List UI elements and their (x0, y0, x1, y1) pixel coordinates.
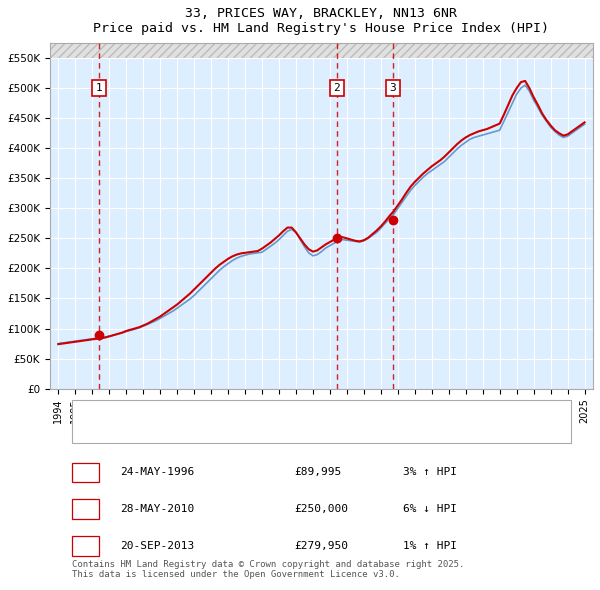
Text: 1: 1 (82, 467, 88, 477)
Text: 33, PRICES WAY, BRACKLEY, NN13 6NR (detached house): 33, PRICES WAY, BRACKLEY, NN13 6NR (deta… (137, 407, 455, 417)
FancyBboxPatch shape (71, 401, 571, 443)
Text: £279,950: £279,950 (294, 541, 348, 551)
Text: 28-MAY-2010: 28-MAY-2010 (121, 504, 194, 514)
Text: 20-SEP-2013: 20-SEP-2013 (121, 541, 194, 551)
Text: 6% ↓ HPI: 6% ↓ HPI (403, 504, 457, 514)
Text: 2: 2 (82, 504, 88, 514)
Text: Contains HM Land Registry data © Crown copyright and database right 2025.
This d: Contains HM Land Registry data © Crown c… (71, 560, 464, 579)
Text: 3% ↑ HPI: 3% ↑ HPI (403, 467, 457, 477)
Text: £89,995: £89,995 (294, 467, 341, 477)
Text: £250,000: £250,000 (294, 504, 348, 514)
Text: HPI: Average price, detached house, West Northamptonshire: HPI: Average price, detached house, West… (137, 426, 493, 436)
Title: 33, PRICES WAY, BRACKLEY, NN13 6NR
Price paid vs. HM Land Registry's House Price: 33, PRICES WAY, BRACKLEY, NN13 6NR Price… (94, 7, 550, 35)
Text: 1% ↑ HPI: 1% ↑ HPI (403, 541, 457, 551)
FancyBboxPatch shape (71, 463, 98, 482)
Text: 3: 3 (389, 83, 397, 93)
Text: 1: 1 (95, 83, 102, 93)
Text: 2: 2 (334, 83, 340, 93)
Text: 3: 3 (82, 541, 88, 551)
FancyBboxPatch shape (71, 500, 98, 519)
FancyBboxPatch shape (71, 536, 98, 556)
Text: 24-MAY-1996: 24-MAY-1996 (121, 467, 194, 477)
